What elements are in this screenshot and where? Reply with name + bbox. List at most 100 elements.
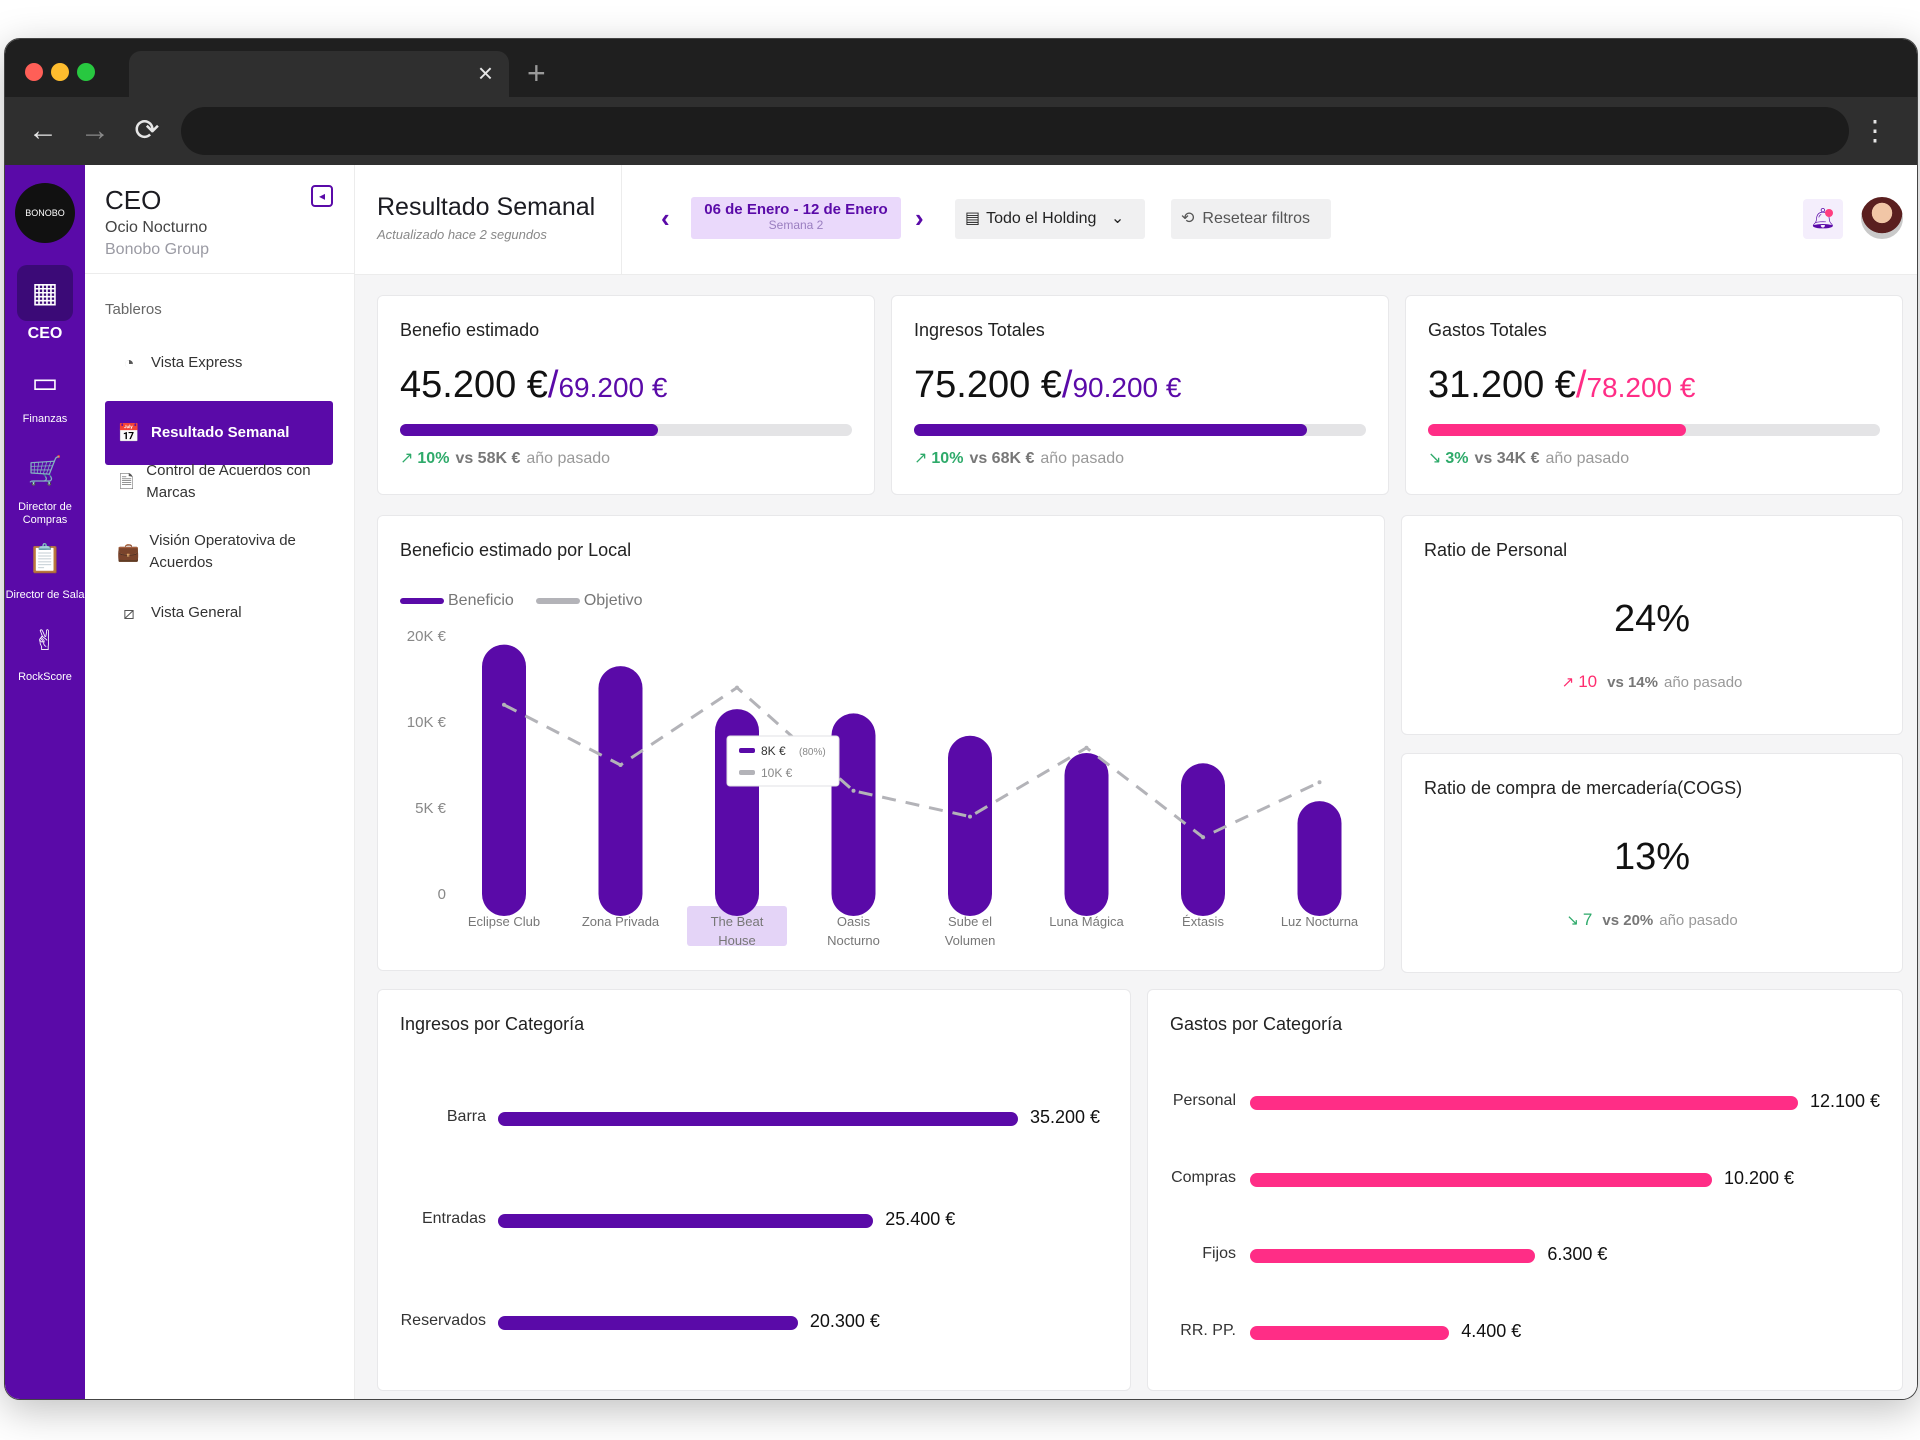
tooltip-box	[726, 735, 840, 787]
sidebar-item-vista-express[interactable]: ◔ Vista Express	[105, 341, 333, 385]
kpi-progress-bar	[914, 424, 1366, 436]
kpi-delta-vs: vs 34K €	[1474, 450, 1540, 467]
kpi-delta-suffix: año pasado	[526, 450, 611, 467]
legend-item-beneficio[interactable]: Beneficio	[400, 592, 514, 610]
sidebar-item-label: Control de Acuerdos con Marcas	[146, 462, 311, 501]
kpi-target: 69.200 €	[558, 372, 668, 403]
sidebar-item-visión-operatoviva[interactable]: 💼 Visión Operatoviva de Acuerdos	[105, 521, 333, 583]
browser-menu-icon[interactable]: ⋮	[1861, 115, 1889, 146]
category-value: 25.400 €	[885, 1209, 956, 1229]
bar-éxtasis[interactable]	[1181, 763, 1225, 916]
chevron-down-icon: ⌄	[1110, 210, 1125, 227]
kpi-progress-bar	[1428, 424, 1880, 436]
reset-filters-button[interactable]: ⟲ Resetear filtros	[1171, 199, 1331, 239]
category-value: 10.200 €	[1723, 1167, 1795, 1188]
rail-item-director-de-sala[interactable]: 📋 Director de Sala	[5, 531, 85, 602]
objective-point	[968, 814, 972, 819]
objective-point	[502, 702, 506, 707]
rail-item-label: CEO	[27, 325, 63, 342]
notifications-button[interactable]: 🔔︎	[1803, 199, 1843, 239]
category-label: Reservados	[400, 1312, 486, 1329]
x-tick-label: Oasis Nocturno	[827, 914, 880, 948]
close-window-icon[interactable]	[25, 63, 43, 81]
y-tick-label: 0	[438, 886, 446, 903]
bar-zona-privada[interactable]	[598, 666, 643, 916]
prev-week-icon[interactable]: ‹	[661, 203, 670, 233]
bar-oasis-nocturno[interactable]	[831, 713, 876, 916]
x-tick-label: Éxtasis	[1182, 914, 1224, 929]
calendar-icon: 📅	[117, 423, 141, 443]
ratio-delta-value: 10	[1578, 672, 1598, 691]
kpi-title: Benefio estimado	[400, 320, 540, 340]
trend-up-icon: ↗	[1561, 674, 1575, 691]
kpi-card: Benefio estimado 45.200 €/69.200 € ↗ 10% vs …	[377, 295, 875, 495]
x-tick-label: Sube el Volumen	[945, 914, 996, 948]
holding-dropdown[interactable]: ▤ Todo el Holding ⌄	[955, 199, 1145, 239]
kpi-delta-pct: 3%	[1445, 450, 1469, 467]
category-bar[interactable]	[498, 1316, 798, 1330]
collapse-sidebar-icon[interactable]: ◂	[311, 185, 333, 207]
rail-item-rockscore[interactable]: ✌ RockScore	[5, 613, 85, 684]
kpi-progress-fill	[914, 424, 1308, 436]
kpi-delta: ↘ 3% vs 34K € año pasado	[1428, 448, 1629, 468]
bar-luna-mágica[interactable]	[1064, 752, 1109, 916]
maximize-window-icon[interactable]	[77, 63, 95, 81]
reload-icon[interactable]: ⟳	[134, 114, 160, 147]
category-label: Entradas	[421, 1210, 486, 1227]
kpi-card: Gastos Totales 31.200 €/78.200 € ↘ 3% vs 34K…	[1405, 295, 1903, 495]
bar-sube-el-volumen[interactable]	[948, 735, 992, 916]
category-bar[interactable]	[1250, 1325, 1450, 1340]
sidebar-item-control-de[interactable]: 🗎 Control de Acuerdos con Marcas	[105, 451, 333, 513]
next-week-icon[interactable]: ›	[915, 203, 924, 233]
legend-label: Objetivo	[583, 592, 643, 609]
kpi-target: 78.200 €	[1586, 372, 1696, 403]
address-bar[interactable]	[181, 107, 1849, 155]
category-bar[interactable]	[1250, 1249, 1536, 1263]
clipboard-icon: 📋	[27, 543, 63, 574]
category-bar[interactable]	[1250, 1172, 1712, 1187]
chart-title: Gastos por Categoría	[1170, 1014, 1343, 1034]
chart-legend: Beneficio Objetivo	[400, 592, 643, 610]
pulse-icon: ⧄	[123, 603, 135, 623]
objective-point	[1317, 780, 1322, 785]
bar-eclipse-club[interactable]	[482, 644, 526, 916]
tooltip-beneficio-pct: (80%)	[799, 747, 826, 758]
income-by-category-card: Ingresos por Categoría Barra 35.200 € Entr…	[377, 989, 1131, 1391]
rail-item-director-de-compras[interactable]: 🛒 Director de Compras	[5, 443, 85, 527]
kpi-separator: /	[1061, 364, 1073, 406]
sidebar-item-vista-general[interactable]: ⧄ Vista General	[105, 591, 333, 635]
avatar[interactable]	[1859, 195, 1905, 241]
category-bar[interactable]	[498, 1214, 874, 1228]
date-range-selector[interactable]: 06 de Enero - 12 de Enero Semana 2	[691, 197, 901, 239]
sidebar-item-resultado-semanal[interactable]: 📅 Resultado Semanal	[105, 401, 333, 465]
bar-luz-nocturna[interactable]	[1297, 801, 1342, 916]
back-icon[interactable]: ←	[28, 114, 58, 147]
trend-down-icon: ↘	[1428, 450, 1442, 467]
page-header: Resultado Semanal Actualizado hace 2 seg…	[355, 165, 1917, 275]
category-label: Compras	[1171, 1168, 1236, 1186]
browser-tab[interactable]: ×	[129, 51, 509, 97]
rail-item-label: Finanzas	[22, 413, 68, 425]
module-rail: BONOBO ▦ CEO ▭ Finanzas 🛒 Director de Compras…	[5, 165, 85, 1399]
category-bar[interactable]	[498, 1112, 1018, 1126]
sidebar-divider	[85, 273, 354, 274]
trend-up-icon: ↗	[914, 450, 928, 467]
forward-icon[interactable]: →	[80, 114, 110, 147]
sidebar-item-label: Visión Operatoviva de Acuerdos	[149, 532, 296, 571]
store-icon: ▤	[965, 210, 981, 227]
new-tab-icon[interactable]: +	[527, 55, 546, 91]
sidebar-item-label: Vista General	[151, 604, 242, 621]
category-bar[interactable]	[1250, 1096, 1798, 1110]
legend-item-objetivo[interactable]: Objetivo	[535, 592, 643, 610]
tooltip-swatch-beneficio	[739, 748, 755, 753]
objective-point	[1201, 835, 1205, 840]
category-value: 12.100 €	[1810, 1091, 1881, 1111]
close-tab-icon[interactable]: ×	[477, 58, 493, 88]
reset-filters-label: Resetear filtros	[1202, 210, 1310, 227]
minimize-window-icon[interactable]	[51, 63, 69, 81]
tooltip-objetivo: 10K €	[761, 766, 793, 780]
ratio-card: Ratio de compra de mercadería(COGS) 13% ↘ 7…	[1401, 753, 1903, 973]
kpi-delta-vs: vs 58K €	[455, 450, 521, 467]
rail-item-finanzas[interactable]: ▭ Finanzas	[5, 355, 85, 426]
rail-item-ceo[interactable]: ▦ CEO	[5, 265, 85, 342]
